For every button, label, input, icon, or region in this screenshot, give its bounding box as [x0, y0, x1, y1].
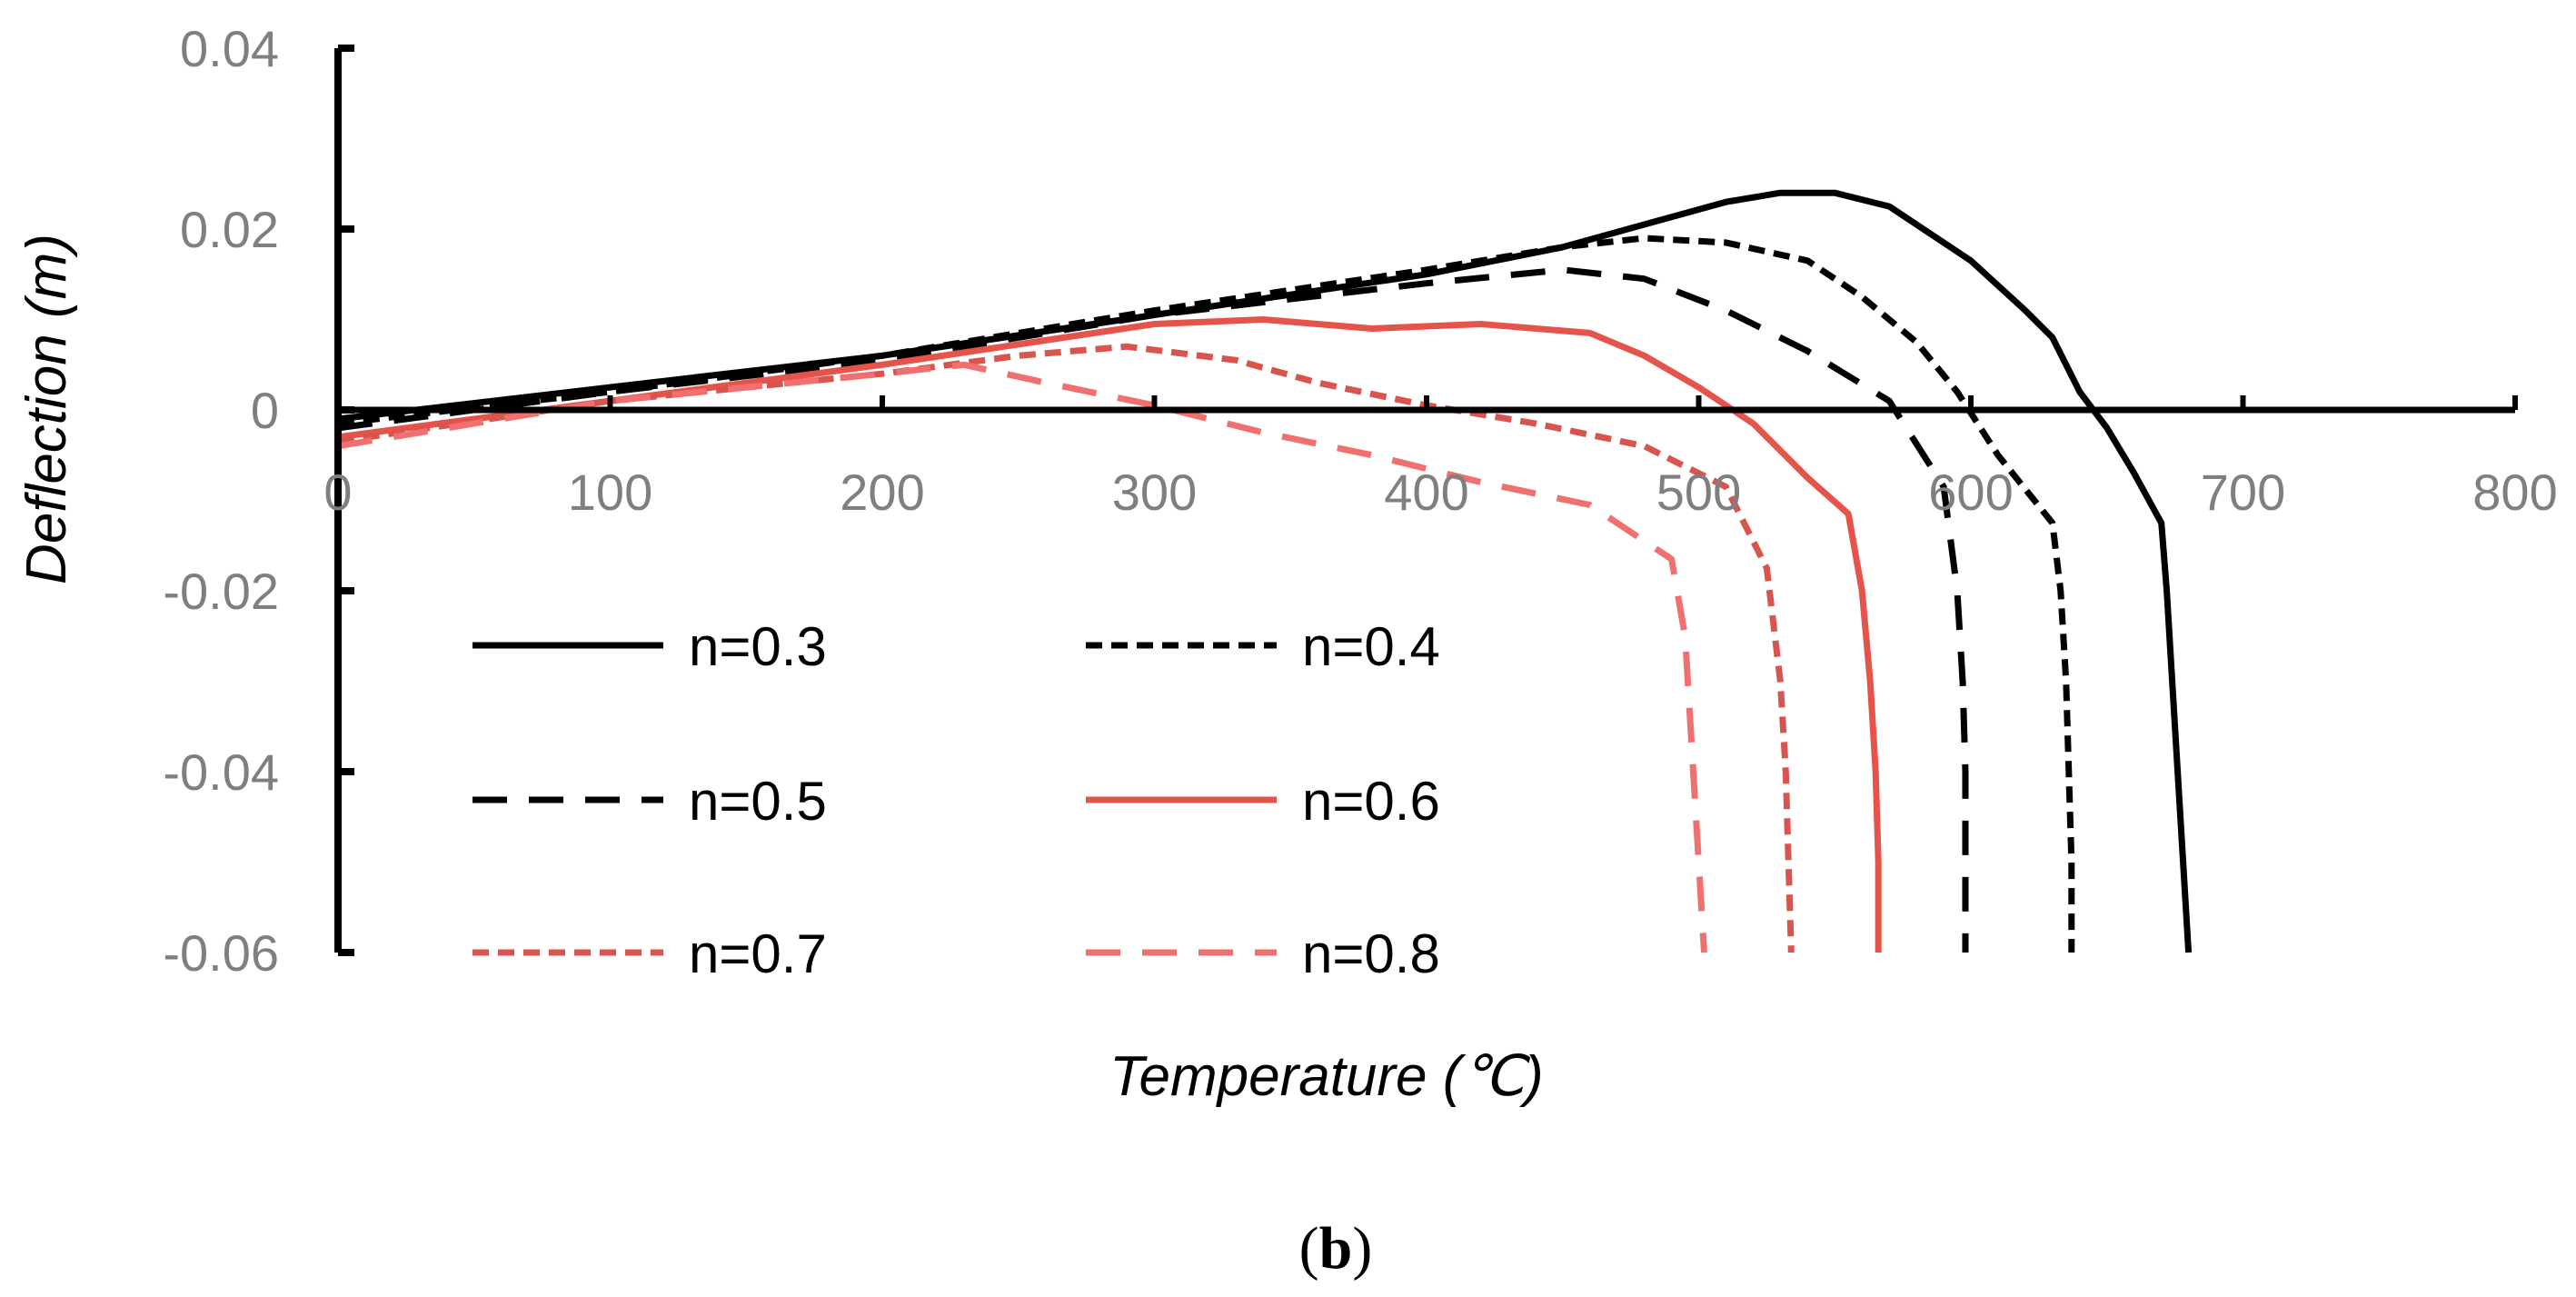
series-line-n-0-7 [337, 343, 1795, 953]
legend-label-n-0-7: n=0.7 [689, 923, 827, 984]
tick-labels: 0.04 0.02 0 -0.02 -0.04 -0.06 0 100 200 300 400 500… [163, 20, 2557, 982]
y-tick-label: -0.04 [163, 743, 279, 801]
x-tick-label: 100 [568, 464, 652, 521]
legend-label-n-0-5: n=0.5 [689, 771, 827, 832]
x-tick-label: 300 [1112, 464, 1197, 521]
caption-close: ) [1352, 1215, 1372, 1282]
legend: n=0.3 n=0.4 n=0.5 n=0.6 n=0.7 n=0.8 [472, 616, 1440, 984]
y-tick-label: -0.02 [163, 563, 279, 620]
caption-letter: b [1319, 1215, 1353, 1282]
y-tick-label: 0.04 [180, 20, 279, 77]
x-tick-label: 500 [1656, 464, 1741, 521]
legend-label-n-0-4: n=0.4 [1302, 616, 1440, 677]
caption-open: ( [1299, 1215, 1319, 1282]
x-tick-label: 0 [323, 464, 352, 521]
series-line-n-0-5 [337, 266, 1969, 953]
legend-label-n-0-8: n=0.8 [1302, 923, 1440, 984]
figure-caption: (b) [1299, 1215, 1373, 1282]
x-axis-title: Temperature (℃) [1109, 1045, 1543, 1108]
series-line-n-0-3 [337, 189, 2193, 953]
x-tick-label: 600 [1928, 464, 2013, 521]
y-axis-title: Deflection (m) [15, 234, 78, 584]
legend-label-n-0-3: n=0.3 [689, 616, 827, 677]
series-line-n-0-4 [337, 234, 2075, 953]
plot-lines [337, 189, 2193, 953]
axes [334, 45, 2518, 956]
x-tick-label: 700 [2201, 464, 2285, 521]
series-line-n-0-6 [337, 316, 1882, 953]
x-tick-label: 800 [2472, 464, 2557, 521]
y-tick-label: -0.06 [163, 924, 279, 982]
y-tick-label: 0.02 [180, 201, 279, 258]
series-line-n-0-8 [337, 361, 1707, 953]
x-tick-label: 200 [840, 464, 924, 521]
y-tick-label: 0 [251, 382, 279, 439]
x-tick-label: 400 [1384, 464, 1468, 521]
legend-label-n-0-6: n=0.6 [1302, 771, 1440, 832]
